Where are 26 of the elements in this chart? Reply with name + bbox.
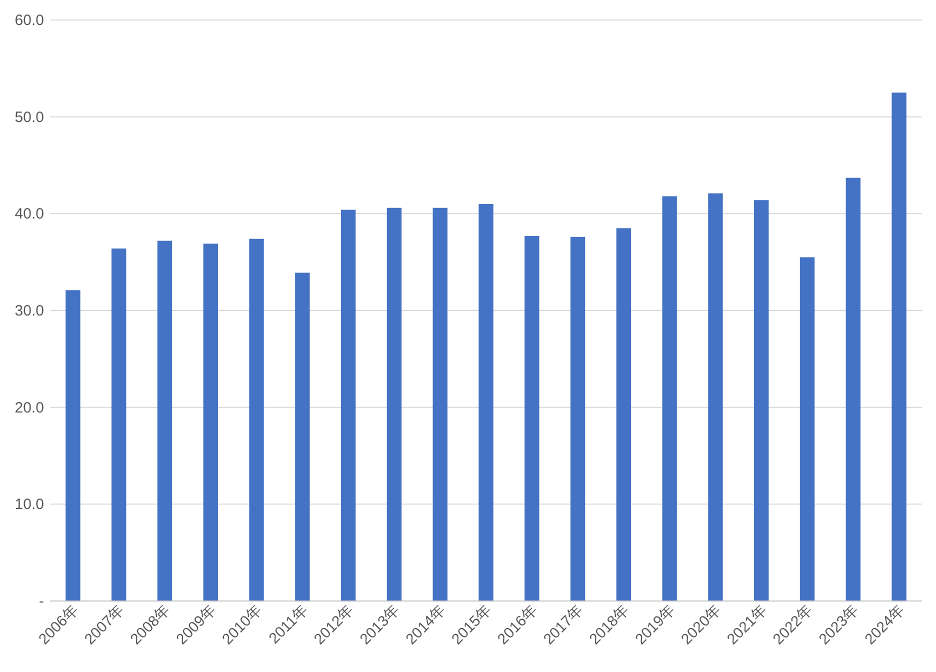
bar [616,228,632,601]
bar [66,290,80,601]
bar [892,92,906,601]
y-tick-label: - [39,593,44,610]
bar [800,257,815,601]
y-tick-label: 60.0 [14,12,44,29]
bar [662,196,677,601]
bar [754,200,769,601]
bar [570,236,586,601]
bar [432,208,448,601]
bar [295,272,310,601]
bar [478,204,494,601]
y-tick-label: 50.0 [14,108,44,126]
y-tick-label: 20.0 [14,399,44,416]
bar [157,240,172,601]
y-tick-label: 40.0 [14,206,44,223]
bar [249,238,264,601]
bar [846,178,860,601]
bar [112,248,126,601]
bar [340,210,356,601]
bar [203,244,218,601]
bar [708,193,723,601]
y-tick-label: 10.0 [14,496,44,514]
bar [524,236,540,601]
bar [386,208,402,601]
y-tick-label: 30.0 [14,302,44,320]
